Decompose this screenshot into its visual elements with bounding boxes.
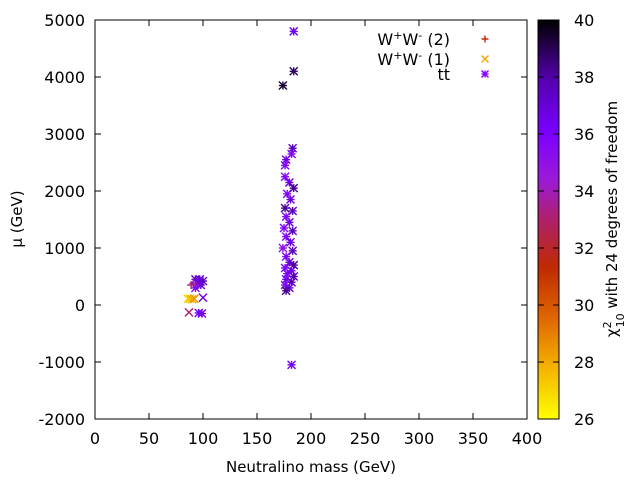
x-axis-ticks: 0 50 100 150 200 250 300 350 400 xyxy=(90,20,542,448)
data-point xyxy=(189,294,199,304)
data-point xyxy=(279,223,289,233)
y-axis-ticks: -2000 -1000 0 1000 2000 3000 4000 5000 xyxy=(39,11,527,429)
colorbar-tick-label: 28 xyxy=(574,353,594,372)
plot-area-frame xyxy=(94,19,528,420)
data-point xyxy=(280,203,290,213)
x-tick-label: 350 xyxy=(458,429,489,448)
data-point xyxy=(281,286,291,296)
data-point xyxy=(285,237,295,247)
data-point xyxy=(289,66,299,76)
legend-marker xyxy=(481,35,489,43)
legend-label: W+W- (2) xyxy=(377,29,450,50)
legend-label: W+W- (1) xyxy=(377,49,450,70)
y-tick-label: -2000 xyxy=(39,410,86,429)
colorbar-title: χ210 with 24 degrees of freedom xyxy=(601,101,627,337)
colorbar-tick-label: 38 xyxy=(574,68,594,87)
data-point xyxy=(197,309,207,319)
x-tick-label: 300 xyxy=(404,429,435,448)
data-point xyxy=(280,172,290,182)
y-tick-label: -1000 xyxy=(39,353,86,372)
data-point xyxy=(184,307,194,317)
y-tick-label: 2000 xyxy=(44,182,85,201)
data-point xyxy=(198,293,208,303)
colorbar-tick-label: 36 xyxy=(574,125,594,144)
legend-marker xyxy=(481,70,489,78)
colorbar-tick-label: 32 xyxy=(574,239,594,258)
y-axis-title: μ (GeV) xyxy=(8,190,26,247)
x-tick-label: 400 xyxy=(512,429,543,448)
colorbar-tick-label: 30 xyxy=(574,296,594,315)
data-point xyxy=(285,195,295,205)
colorbar xyxy=(537,19,560,420)
scatter-points xyxy=(183,26,299,370)
data-point xyxy=(185,294,195,304)
data-point xyxy=(187,294,197,304)
x-tick-label: 150 xyxy=(242,429,273,448)
colorbar-tick-label: 26 xyxy=(574,410,594,429)
legend-label: tt xyxy=(437,65,450,84)
x-tick-label: 0 xyxy=(90,429,100,448)
data-point xyxy=(287,360,297,370)
data-point xyxy=(284,177,294,187)
colorbar-tick-label: 40 xyxy=(574,11,594,30)
data-point xyxy=(280,160,290,170)
legend-marker xyxy=(481,55,489,63)
x-tick-label: 250 xyxy=(350,429,381,448)
data-point xyxy=(281,232,291,242)
data-point xyxy=(278,81,288,91)
data-point xyxy=(278,243,288,253)
y-tick-label: 1000 xyxy=(44,239,85,258)
x-tick-label: 50 xyxy=(139,429,159,448)
data-point xyxy=(189,279,198,288)
y-tick-label: 0 xyxy=(75,296,85,315)
legend: W+W- (2)W+W- (1)tt xyxy=(377,29,489,84)
y-tick-label: 4000 xyxy=(44,68,85,87)
y-tick-label: 3000 xyxy=(44,125,85,144)
x-axis-title: Neutralino mass (GeV) xyxy=(226,458,396,476)
x-tick-label: 100 xyxy=(188,429,219,448)
colorbar-ticks: 26 28 30 32 34 36 38 40 xyxy=(538,11,594,429)
x-tick-label: 200 xyxy=(296,429,327,448)
y-tick-label: 5000 xyxy=(44,11,85,30)
data-point xyxy=(289,26,299,36)
colorbar-tick-label: 34 xyxy=(574,182,594,201)
